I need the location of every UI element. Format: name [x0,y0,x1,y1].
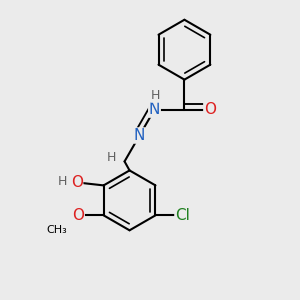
Text: H: H [151,89,160,102]
Text: N: N [149,102,160,117]
Text: H: H [58,175,68,188]
Text: N: N [134,128,145,143]
Text: O: O [72,208,84,223]
Text: O: O [71,175,83,190]
Text: O: O [204,102,216,117]
Text: Cl: Cl [175,208,190,223]
Text: CH₃: CH₃ [47,225,68,235]
Text: H: H [107,151,116,164]
